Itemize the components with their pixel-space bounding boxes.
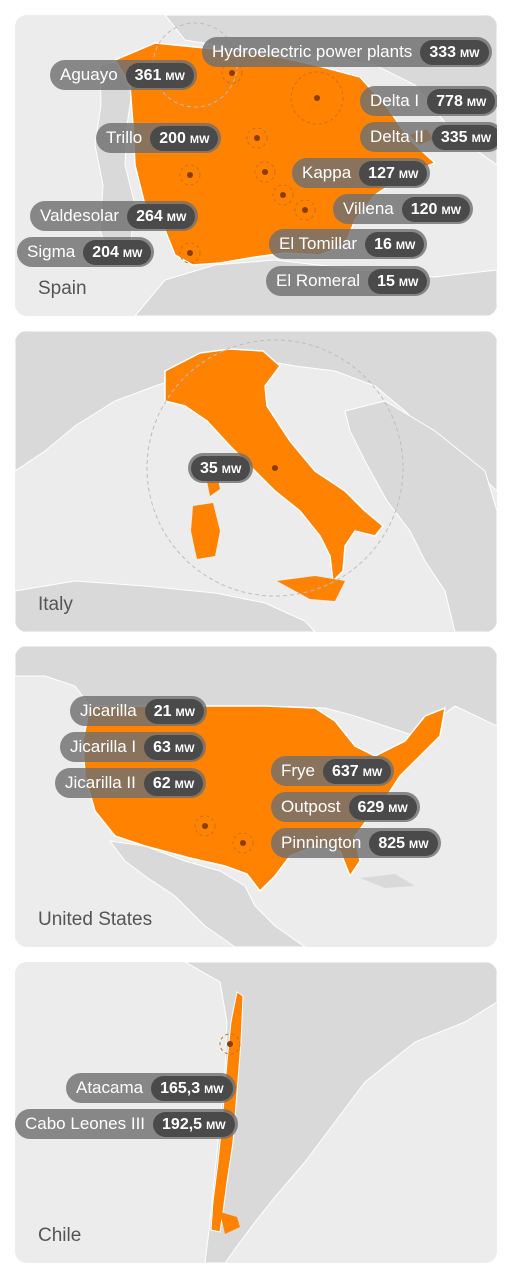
plant-label-jicarilla-i[interactable]: Jicarilla I 63 MW	[60, 732, 207, 762]
plant-name: Hydroelectric power plants	[212, 42, 413, 61]
plant-value: 637 MW	[323, 758, 392, 784]
country-name: Spain	[38, 278, 87, 299]
plant-label-sigma[interactable]: Sigma 204 MW	[17, 237, 155, 267]
map-card-chile: Atacama 165,3 MW Cabo Leones III 192,5 MW …	[15, 962, 497, 1263]
plant-label-valdesolar[interactable]: Valdesolar 264 MW	[30, 201, 199, 231]
plant-value: 335 MW	[431, 124, 497, 150]
plant-name: Atacama	[76, 1078, 144, 1097]
delta-i-marker	[314, 95, 320, 101]
plant-value: 629 MW	[348, 794, 417, 820]
plant-name: Kappa	[302, 163, 352, 182]
plant-name: Jicarilla II	[65, 773, 136, 792]
plant-name: Delta I	[370, 91, 420, 110]
map-card-italy: 35 MW Italy	[15, 331, 497, 632]
plant-label-jicarilla[interactable]: Jicarilla 21 MW	[70, 696, 208, 726]
valdesolar-marker	[187, 172, 193, 178]
italy-plant-marker	[272, 465, 278, 471]
plant-label-hydroelectric[interactable]: Hydroelectric power plants 333 MW	[202, 37, 492, 67]
plant-name: Cabo Leones III	[25, 1114, 146, 1133]
plant-label-atacama[interactable]: Atacama 165,3 MW	[66, 1073, 236, 1103]
plant-name: Valdesolar	[40, 206, 120, 225]
plant-value: 361 MW	[125, 62, 194, 88]
plant-label-outpost[interactable]: Outpost 629 MW	[271, 792, 420, 822]
aguayo-marker	[229, 70, 235, 76]
plant-label-el-tomillar[interactable]: El Tomillar 16 MW	[269, 229, 428, 259]
plant-name: Jicarilla I	[70, 737, 137, 756]
el-tomillar-marker	[280, 192, 286, 198]
plant-value: 63 MW	[144, 734, 204, 760]
plant-value: 62 MW	[143, 770, 204, 796]
plant-value: 127 MW	[359, 160, 428, 186]
map-card-united-states: Jicarilla 21 MW Jicarilla I 63 MW Jicarill…	[15, 646, 497, 947]
plant-label-delta-i[interactable]: Delta I 778 MW	[360, 86, 497, 116]
plant-label-trillo[interactable]: Trillo 200 MW	[96, 123, 222, 153]
country-name: United States	[38, 909, 153, 930]
jicarilla-marker	[202, 823, 208, 829]
plant-name: El Romeral	[276, 271, 361, 290]
plant-value: 120 MW	[401, 196, 470, 222]
plant-value: 165,3 MW	[151, 1075, 233, 1101]
plant-name: Frye	[281, 761, 315, 780]
plant-value: 35 MW	[191, 455, 251, 481]
plant-name: Aguayo	[60, 65, 118, 84]
plant-label-pinnington[interactable]: Pinnington 825 MW	[271, 828, 441, 858]
plant-name: Trillo	[106, 128, 143, 147]
pinnington-marker	[240, 840, 246, 846]
plant-value: 204 MW	[83, 239, 152, 265]
plant-name: Sigma	[27, 242, 76, 261]
plant-name: Delta II	[370, 127, 424, 146]
plant-label-delta-ii[interactable]: Delta II 335 MW	[360, 122, 497, 152]
plant-name: Outpost	[281, 797, 341, 816]
map-card-spain: Hydroelectric power plants 333 MW Aguayo …	[15, 15, 497, 316]
plant-name: Pinnington	[281, 833, 362, 852]
plant-label-el-romeral[interactable]: El Romeral 15 MW	[266, 266, 431, 296]
plant-label-aguayo[interactable]: Aguayo 361 MW	[50, 60, 197, 90]
plant-label-kappa[interactable]: Kappa 127 MW	[292, 158, 431, 188]
plant-label-jicarilla-ii[interactable]: Jicarilla II 62 MW	[55, 768, 207, 798]
italy-area-circle	[146, 339, 404, 597]
plant-name: El Tomillar	[279, 234, 358, 253]
plant-value: 333 MW	[420, 39, 489, 65]
italy-map	[15, 331, 497, 632]
plant-value: 21 MW	[144, 698, 205, 724]
plant-value: 825 MW	[369, 830, 438, 856]
plant-value: 15 MW	[368, 268, 428, 294]
sigma-marker	[187, 250, 193, 256]
country-name: Italy	[38, 594, 73, 615]
plant-name: Jicarilla	[80, 701, 137, 720]
plant-value: 16 MW	[365, 231, 425, 257]
trillo-marker	[254, 135, 260, 141]
villena-marker	[302, 207, 308, 213]
plant-label-frye[interactable]: Frye 637 MW	[271, 756, 395, 786]
country-name: Chile	[38, 1225, 82, 1246]
kappa-marker	[262, 169, 268, 175]
plant-label-italy[interactable]: 35 MW	[188, 453, 254, 483]
plant-value: 264 MW	[127, 203, 196, 229]
plant-value: 778 MW	[427, 88, 496, 114]
plant-name: Villena	[343, 199, 394, 218]
plant-value: 192,5 MW	[153, 1111, 235, 1137]
plant-label-villena[interactable]: Villena 120 MW	[333, 194, 473, 224]
plant-label-cabo-leones-iii[interactable]: Cabo Leones III 192,5 MW	[15, 1109, 238, 1139]
chile-plant-marker	[227, 1041, 233, 1047]
plant-value: 200 MW	[150, 125, 219, 151]
